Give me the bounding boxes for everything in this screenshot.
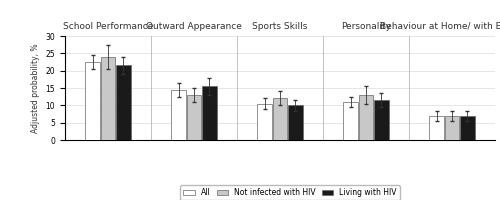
Bar <box>344 102 357 140</box>
Text: Outward Appearance: Outward Appearance <box>146 22 242 31</box>
Bar <box>288 105 302 140</box>
Bar <box>101 57 115 140</box>
Bar <box>86 62 100 140</box>
Bar <box>430 116 444 140</box>
Text: Sports Skills: Sports Skills <box>252 22 308 31</box>
Bar <box>359 95 373 140</box>
Text: Behaviour at Home/ with Elders: Behaviour at Home/ with Elders <box>380 22 500 31</box>
Bar <box>172 90 185 140</box>
Text: School Performance: School Performance <box>63 22 153 31</box>
Bar <box>202 86 216 140</box>
Bar <box>273 98 287 140</box>
Text: Personality: Personality <box>341 22 391 31</box>
Legend: All, Not infected with HIV, Living with HIV: All, Not infected with HIV, Living with … <box>180 185 400 200</box>
Bar <box>445 116 459 140</box>
Bar <box>258 104 272 140</box>
Bar <box>460 116 474 140</box>
Bar <box>187 95 201 140</box>
Bar <box>374 100 388 140</box>
Bar <box>116 65 130 140</box>
Y-axis label: Adjusted probability, %: Adjusted probability, % <box>31 43 40 133</box>
